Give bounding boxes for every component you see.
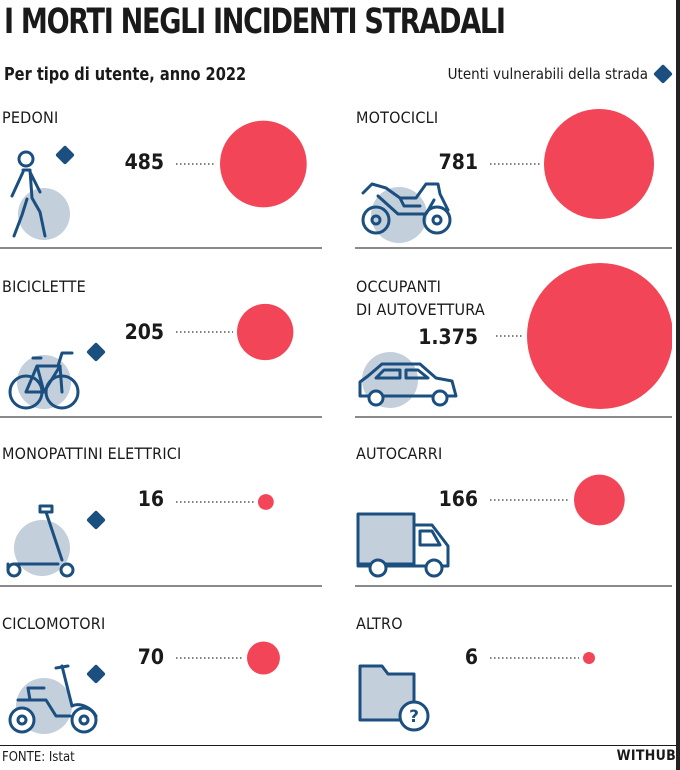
category-label-altro: ALTRO (356, 614, 403, 633)
category-label-autocarri: AUTOCARRI (356, 444, 443, 463)
row-divider (0, 416, 322, 418)
folder-question-icon: ? (358, 664, 430, 732)
motorcycle-icon (361, 182, 452, 243)
legend-label: Utenti vulnerabili della strada (447, 65, 648, 83)
truck-icon (356, 512, 450, 578)
legend: Utenti vulnerabili della strada (447, 64, 673, 84)
value-label-autocarri: 166 (438, 487, 478, 511)
bubble-biciclette (237, 303, 294, 361)
bubble-motocicli (544, 108, 655, 220)
bubble-occupanti-di-autovettura (527, 263, 672, 409)
value-label-biciclette: 205 (124, 320, 164, 344)
value-label-altro: 6 (464, 645, 478, 669)
chart-title: I MORTI NEGLI INCIDENTI STRADALI (4, 2, 506, 42)
row-divider (0, 585, 322, 587)
bubble-monopattini-elettrici (258, 494, 274, 510)
category-label-ciclomotori: CICLOMOTORI (2, 614, 106, 633)
category-label-occupanti-line2: DI AUTOVETTURA (356, 300, 485, 319)
right-frame-border (676, 0, 680, 770)
scooter-icon (6, 504, 75, 578)
value-label-ciclomotori: 70 (137, 645, 164, 669)
bubble-autocarri (574, 474, 625, 526)
category-label-monopattini: MONOPATTINI ELETTRICI (2, 444, 182, 463)
bubble-altro (583, 652, 595, 664)
source-note: FONTE: Istat (2, 750, 75, 765)
brand-logo: WITHUB (616, 748, 676, 764)
chart-subtitle: Per tipo di utente, anno 2022 (4, 64, 247, 85)
category-label-pedoni: PEDONI (2, 108, 59, 127)
vulnerable-diamond-icon (55, 145, 75, 165)
value-label-pedoni: 485 (124, 150, 164, 174)
bubble-ciclomotori (246, 641, 280, 675)
category-label-occupanti-line1: OCCUPANTI (356, 277, 442, 296)
leader-lines-layer (176, 163, 579, 659)
svg-text:?: ? (409, 707, 419, 727)
bubble-pedoni (220, 120, 307, 208)
vulnerable-diamond-icon (86, 664, 106, 684)
value-label-occupanti: 1.375 (418, 325, 478, 349)
value-label-monopattini: 16 (137, 487, 164, 511)
bicycle-icon (8, 351, 80, 410)
row-divider (355, 585, 672, 587)
bubbles-layer (220, 108, 672, 675)
row-divider (0, 247, 322, 249)
row-divider (355, 247, 672, 249)
pedestrian-icon (10, 150, 70, 240)
moped-icon (8, 664, 98, 734)
category-label-biciclette: BICICLETTE (2, 277, 86, 296)
vulnerable-diamond-icon (86, 510, 106, 530)
category-label-motocicli: MOTOCICLI (356, 108, 439, 127)
value-label-motocicli: 781 (438, 150, 478, 174)
footer-rule (0, 745, 680, 746)
vulnerable-diamond-icon (86, 342, 106, 362)
row-divider (355, 416, 672, 418)
car-icon (358, 352, 458, 408)
